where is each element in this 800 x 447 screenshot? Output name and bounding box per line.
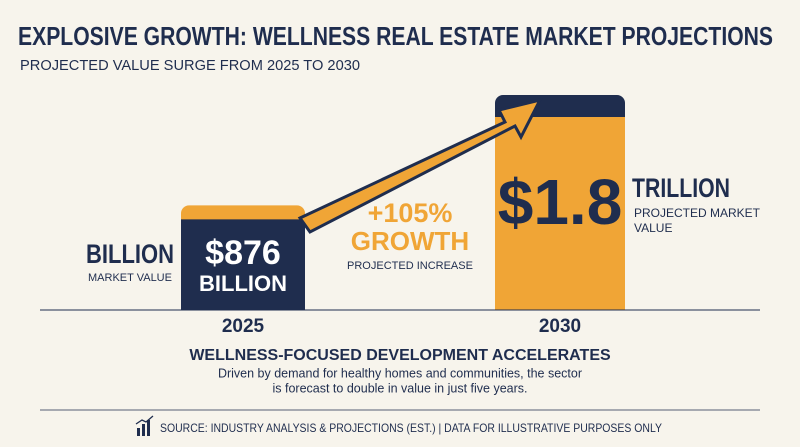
bar <box>181 219 305 310</box>
right-unit: TRILLION <box>632 173 730 203</box>
x-tick-label: 2025 <box>222 316 265 337</box>
icon-line <box>135 415 154 425</box>
description: is forecast to double in value in just f… <box>273 381 528 395</box>
growth-arrow <box>297 97 543 234</box>
icon-bar <box>142 424 145 436</box>
icon-bar <box>147 420 150 436</box>
x-tick-label: 2030 <box>539 316 581 337</box>
left-unit: BILLION <box>86 239 174 269</box>
left-caption: MARKET VALUE <box>88 272 172 284</box>
growth-word: GROWTH <box>351 226 469 256</box>
arrow-shape <box>297 97 543 234</box>
chart-subtitle: PROJECTED VALUE SURGE FROM 2025 TO 2030 <box>20 57 360 74</box>
right-caption: VALUE <box>634 221 672 235</box>
right-caption: PROJECTED MARKET <box>634 206 761 220</box>
growth-percent: +105% <box>368 198 453 228</box>
description: Driven by demand for healthy homes and c… <box>218 366 582 380</box>
bar <box>495 117 625 310</box>
headline: WELLNESS-FOCUSED DEVELOPMENT ACCELERATES <box>189 347 611 364</box>
value-label: $1.8 <box>498 166 623 238</box>
icon-bar <box>137 428 140 436</box>
value-label: $876 <box>205 234 281 272</box>
source-note: SOURCE: INDUSTRY ANALYSIS & PROJECTIONS … <box>160 421 662 435</box>
value-unit: BILLION <box>199 271 287 296</box>
chart-title: EXPLOSIVE GROWTH: WELLNESS REAL ESTATE M… <box>18 21 773 51</box>
growth-caption: PROJECTED INCREASE <box>347 260 473 272</box>
source-icon <box>135 415 154 436</box>
